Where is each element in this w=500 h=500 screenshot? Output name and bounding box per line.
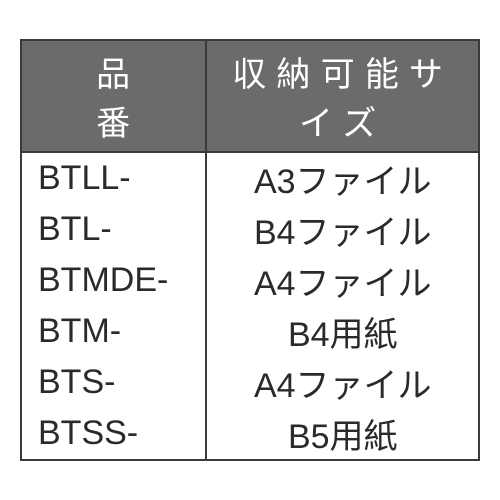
- cell-code: BTSS-: [21, 408, 206, 460]
- cell-code: BTM-: [21, 306, 206, 357]
- cell-size: B4用紙: [206, 306, 479, 357]
- table-row: BTL- B4ファイル: [21, 204, 479, 255]
- cell-size: B4ファイル: [206, 204, 479, 255]
- col-header-code: 品番: [21, 40, 206, 152]
- table-header-row: 品番 収納可能サイズ: [21, 40, 479, 152]
- cell-size: A4ファイル: [206, 357, 479, 408]
- cell-size: B5用紙: [206, 408, 479, 460]
- table-row: BTSS- B5用紙: [21, 408, 479, 460]
- table-row: BTS- A4ファイル: [21, 357, 479, 408]
- cell-code: BTLL-: [21, 152, 206, 204]
- table-row: BTLL- A3ファイル: [21, 152, 479, 204]
- table-row: BTMDE- A4ファイル: [21, 255, 479, 306]
- cell-size: A4ファイル: [206, 255, 479, 306]
- cell-code: BTMDE-: [21, 255, 206, 306]
- col-header-size: 収納可能サイズ: [206, 40, 479, 152]
- cell-code: BTS-: [21, 357, 206, 408]
- cell-size: A3ファイル: [206, 152, 479, 204]
- table-row: BTM- B4用紙: [21, 306, 479, 357]
- size-table-container: 品番 収納可能サイズ BTLL- A3ファイル BTL- B4ファイル BTMD…: [0, 19, 500, 481]
- size-table: 品番 収納可能サイズ BTLL- A3ファイル BTL- B4ファイル BTMD…: [20, 39, 480, 461]
- cell-code: BTL-: [21, 204, 206, 255]
